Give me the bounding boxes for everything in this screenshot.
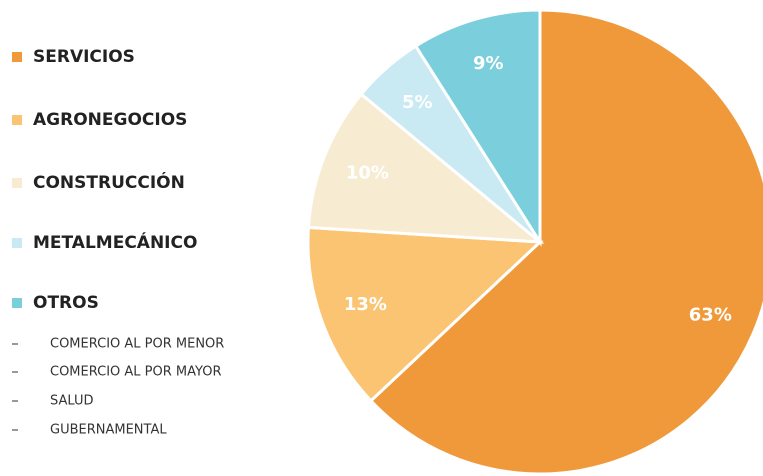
legend-swatch — [12, 178, 22, 188]
slice-label: 10% — [346, 163, 389, 184]
detail-item: COMERCIO AL POR MENOR — [50, 337, 224, 352]
slice-label: 9% — [473, 53, 504, 74]
detail-item: SALUD — [50, 394, 94, 409]
pie-slice — [306, 225, 544, 403]
legend-label: SERVICIOS — [33, 47, 135, 67]
legend-swatch — [12, 52, 22, 62]
detail-item: GUBERNAMENTAL — [50, 423, 167, 438]
slice-label: 5% — [402, 92, 433, 113]
legend-swatch — [12, 115, 22, 125]
pie-slice — [368, 8, 763, 476]
legend-swatch — [12, 298, 22, 308]
detail-item: COMERCIO AL POR MAYOR — [50, 365, 222, 380]
pie-slice — [413, 8, 542, 248]
legend-label: METALMECÁNICO — [33, 231, 197, 253]
legend-label: CONSTRUCCIÓN — [33, 171, 185, 193]
pie-slice — [306, 92, 545, 244]
slice-label: 13% — [344, 294, 387, 315]
legend-swatch — [12, 238, 22, 248]
legend-label: OTROS — [33, 293, 99, 313]
legend-label: AGRONEGOCIOS — [33, 110, 187, 130]
slice-label: 63% — [689, 305, 732, 326]
